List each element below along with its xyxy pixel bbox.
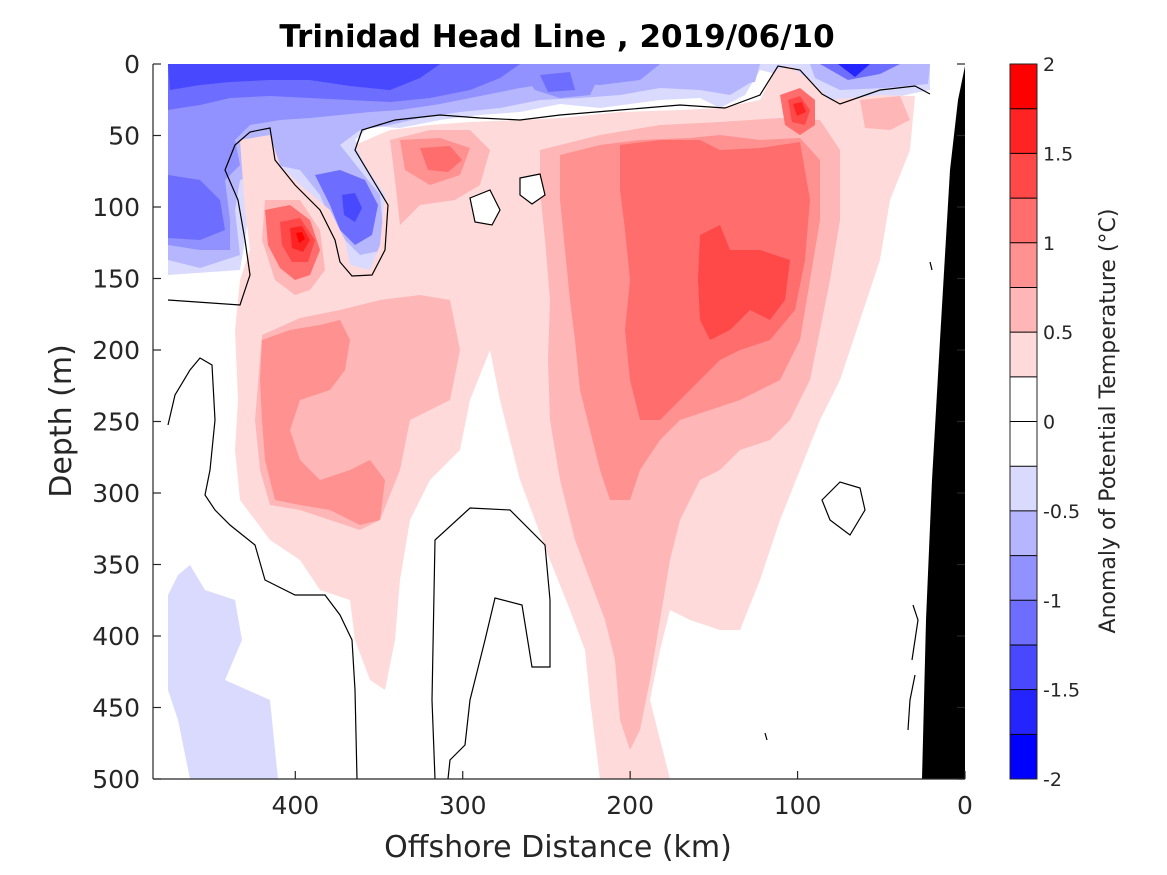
colorbar-swatch bbox=[1010, 600, 1037, 646]
colorbar-swatch bbox=[1010, 287, 1037, 333]
colorbar-swatch bbox=[1010, 466, 1037, 512]
contour-fill-warm-100-top bbox=[420, 146, 462, 172]
colorbar-tick-label: 0 bbox=[1043, 412, 1055, 434]
y-tick-label: 0 bbox=[124, 50, 140, 79]
bathymetry-shelf bbox=[922, 66, 965, 779]
x-tick-label: 100 bbox=[774, 791, 822, 820]
contour-hole-4 bbox=[432, 508, 550, 779]
colorbar-tick-label: 0.5 bbox=[1043, 322, 1073, 344]
contour-fill-cold-right-3 bbox=[838, 64, 870, 77]
y-tick-label: 100 bbox=[92, 193, 140, 222]
colorbar-tick-label: 2 bbox=[1043, 54, 1055, 76]
colorbar-swatch bbox=[1010, 734, 1037, 780]
colorbar-swatch bbox=[1010, 108, 1037, 154]
colorbar-tick-label: -0.5 bbox=[1043, 501, 1080, 523]
plot-area bbox=[153, 64, 965, 779]
contour-fill-cold-surface-3 bbox=[168, 64, 660, 250]
colorbar-swatch bbox=[1010, 421, 1037, 467]
contour-fill-warm-175-eddy bbox=[296, 232, 305, 243]
colorbar-swatch bbox=[1010, 64, 1037, 110]
colorbar-swatch bbox=[1010, 332, 1037, 378]
chart-title: Trinidad Head Line , 2019/06/10 bbox=[279, 19, 834, 55]
colorbar-swatch bbox=[1010, 510, 1037, 557]
colorbar-tick-label: -1.5 bbox=[1043, 680, 1080, 702]
x-axis: 400 300 200 100 0 bbox=[271, 771, 973, 820]
contour-fill-warm-150-core bbox=[793, 102, 806, 116]
contour-hole-1 bbox=[470, 190, 500, 225]
contour-fill-cold-surface-5 bbox=[168, 64, 440, 90]
x-axis-label: Offshore Distance (km) bbox=[384, 830, 732, 865]
y-axis-label: Depth (m) bbox=[44, 344, 79, 498]
y-tick-label: 50 bbox=[108, 122, 140, 151]
y-tick-label: 400 bbox=[92, 622, 140, 651]
colorbar-swatch bbox=[1010, 376, 1037, 422]
y-tick-label: 150 bbox=[92, 265, 140, 294]
x-tick-label: 0 bbox=[957, 791, 973, 820]
colorbar-tick-label: -2 bbox=[1043, 769, 1062, 791]
x-tick-label: 200 bbox=[606, 791, 654, 820]
y-tick-label: 200 bbox=[92, 336, 140, 365]
contour-fill-cold-eddy-lower bbox=[168, 175, 225, 240]
x-tick-label: 400 bbox=[271, 791, 319, 820]
contour-fill-deep-cold bbox=[168, 565, 278, 779]
contour-fill-cold-core-center bbox=[342, 193, 362, 222]
y-tick-label: 450 bbox=[92, 694, 140, 723]
y-tick-label: 300 bbox=[92, 479, 140, 508]
contour-hole-2 bbox=[520, 174, 545, 204]
y-tick-label: 350 bbox=[92, 551, 140, 580]
colorbar-tick-label: -1 bbox=[1043, 590, 1062, 612]
contour-fill-warm-125-main bbox=[698, 225, 790, 340]
contour-fill-warm-050-right bbox=[860, 96, 910, 130]
contour-fill-cold-mid-3 bbox=[700, 64, 760, 86]
colorbar-swatch bbox=[1010, 153, 1037, 199]
y-tick-label: 500 bbox=[92, 765, 140, 794]
colorbar-swatch bbox=[1010, 689, 1037, 735]
colorbar-frame bbox=[1009, 63, 1038, 780]
contour-fill-warm-075-left bbox=[260, 320, 385, 525]
colorbar-tick-label: 1.5 bbox=[1043, 143, 1073, 165]
colorbar-label: Anomaly of Potential Temperature (°C) bbox=[1096, 209, 1121, 634]
y-tick-label: 250 bbox=[92, 408, 140, 437]
contour-fill-cold-mid-2 bbox=[540, 72, 575, 92]
colorbar-swatch bbox=[1010, 242, 1037, 288]
colorbar: 2 1.5 1 0.5 0 -0.5 -1 -1.5 -2 bbox=[1009, 54, 1080, 791]
y-axis: 0 50 100 150 200 250 300 350 400 450 500 bbox=[92, 50, 965, 794]
colorbar-swatch bbox=[1010, 198, 1037, 244]
x-tick-label: 300 bbox=[439, 791, 487, 820]
zero-contour-lines bbox=[167, 65, 933, 779]
colorbar-swatch bbox=[1010, 555, 1037, 601]
colorbar-tick-label: 1 bbox=[1043, 233, 1055, 255]
colorbar-swatch bbox=[1010, 644, 1037, 691]
